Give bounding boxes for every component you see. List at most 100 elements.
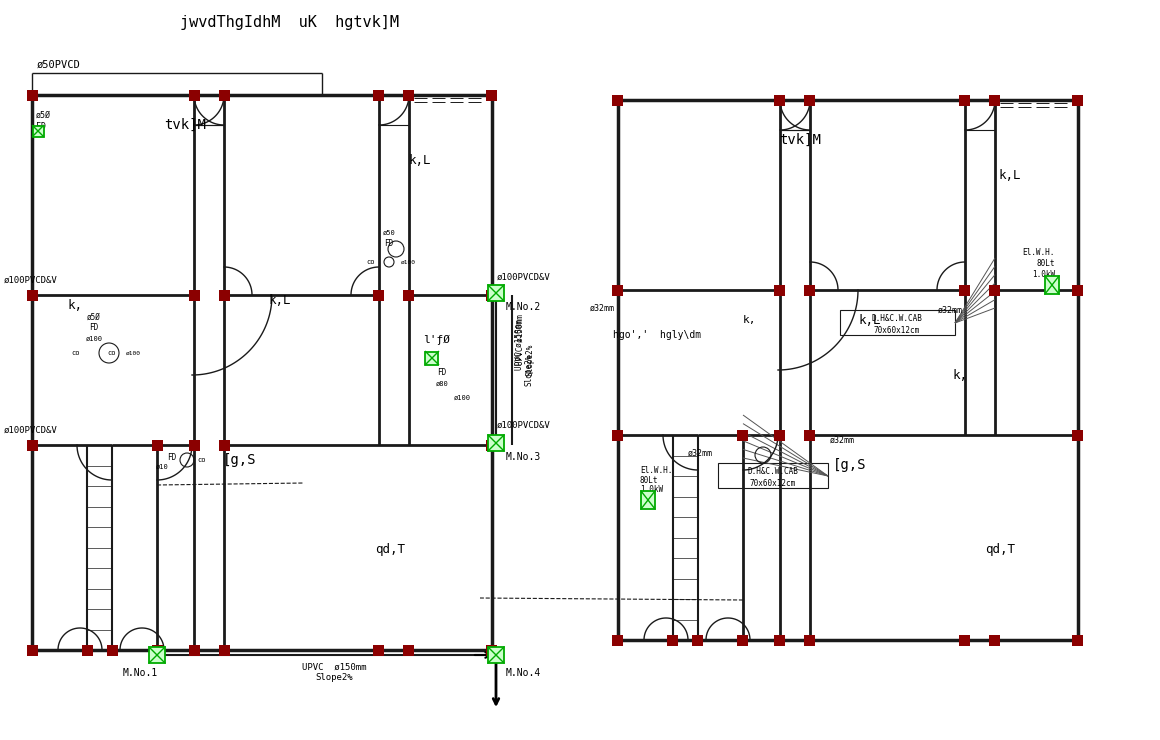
Text: ø32mm: ø32mm bbox=[937, 306, 963, 314]
Bar bbox=[989, 634, 1000, 645]
Text: ø100: ø100 bbox=[86, 336, 102, 342]
Bar bbox=[374, 645, 384, 656]
Bar bbox=[959, 634, 971, 645]
Bar bbox=[404, 645, 414, 656]
Text: [g,S: [g,S bbox=[833, 458, 867, 472]
Text: Slope2%: Slope2% bbox=[316, 673, 353, 682]
Bar bbox=[775, 634, 785, 645]
Bar bbox=[775, 429, 785, 440]
Text: 80Lt: 80Lt bbox=[640, 476, 659, 485]
Text: ø100: ø100 bbox=[126, 351, 142, 355]
Bar bbox=[738, 429, 748, 440]
Text: tvk]M: tvk]M bbox=[780, 133, 821, 147]
Bar bbox=[959, 284, 971, 295]
Text: M.No.4: M.No.4 bbox=[506, 668, 542, 678]
Bar bbox=[805, 429, 815, 440]
Bar bbox=[1073, 634, 1083, 645]
Bar bbox=[612, 284, 623, 295]
Text: k,L: k,L bbox=[858, 314, 882, 326]
Text: ø32mm: ø32mm bbox=[590, 303, 615, 312]
Text: M.No.1: M.No.1 bbox=[122, 668, 158, 678]
Text: hgo','  hgly\dm: hgo',' hgly\dm bbox=[612, 330, 701, 340]
Text: ø100PVCD&V: ø100PVCD&V bbox=[496, 272, 551, 281]
Text: qd,T: qd,T bbox=[985, 543, 1015, 556]
Bar bbox=[189, 440, 200, 451]
Bar bbox=[612, 95, 623, 106]
Text: l'ƒØ: l'ƒØ bbox=[423, 335, 450, 345]
Bar bbox=[27, 90, 37, 101]
Text: jwvdThgIdhM  uK  hgtvk]M: jwvdThgIdhM uK hgtvk]M bbox=[181, 15, 399, 30]
Text: ø80: ø80 bbox=[436, 381, 449, 387]
Bar bbox=[189, 90, 200, 101]
Text: k,: k, bbox=[952, 369, 967, 382]
Text: ø100: ø100 bbox=[401, 260, 416, 264]
Text: 1.0kW: 1.0kW bbox=[1032, 269, 1054, 278]
Text: M.No.3: M.No.3 bbox=[506, 452, 542, 462]
Bar bbox=[805, 634, 815, 645]
Bar bbox=[840, 310, 955, 335]
Text: UPVC  ø150mm: UPVC ø150mm bbox=[302, 662, 367, 671]
Text: ø100PVCD&V: ø100PVCD&V bbox=[496, 420, 551, 429]
Bar bbox=[775, 95, 785, 106]
Text: 1.0kW: 1.0kW bbox=[640, 485, 664, 494]
Bar bbox=[612, 429, 623, 440]
Bar bbox=[218, 289, 230, 300]
Bar bbox=[218, 440, 230, 451]
Text: co: co bbox=[72, 350, 80, 356]
Text: El.W.H.: El.W.H. bbox=[1023, 247, 1054, 257]
Bar bbox=[488, 435, 503, 451]
Bar bbox=[426, 352, 438, 365]
Bar bbox=[488, 285, 503, 301]
Bar bbox=[148, 647, 165, 663]
Bar bbox=[488, 647, 503, 663]
Text: co: co bbox=[197, 457, 206, 463]
Bar bbox=[775, 284, 785, 295]
Bar bbox=[486, 645, 498, 656]
Bar bbox=[486, 289, 498, 300]
Bar bbox=[189, 645, 200, 656]
Text: k,L: k,L bbox=[999, 169, 1021, 181]
Bar bbox=[27, 440, 37, 451]
Bar bbox=[959, 95, 971, 106]
Bar bbox=[612, 634, 623, 645]
Text: Slope2%: Slope2% bbox=[525, 354, 534, 386]
Bar bbox=[374, 90, 384, 101]
Text: k,L: k,L bbox=[408, 153, 432, 166]
Text: D.H&C.W.CAB: D.H&C.W.CAB bbox=[871, 314, 922, 323]
Text: El.W.H.: El.W.H. bbox=[640, 465, 673, 474]
Bar bbox=[738, 634, 748, 645]
Bar bbox=[218, 645, 230, 656]
Bar bbox=[667, 634, 679, 645]
Text: ø50PVCD: ø50PVCD bbox=[37, 60, 81, 70]
Bar bbox=[27, 645, 37, 656]
Text: 70x60x12cm: 70x60x12cm bbox=[873, 326, 920, 334]
Text: ø5Ø: ø5Ø bbox=[36, 110, 51, 119]
Bar bbox=[1073, 95, 1083, 106]
Text: FD: FD bbox=[167, 452, 176, 462]
Text: co: co bbox=[367, 259, 375, 265]
Text: ø100: ø100 bbox=[454, 395, 471, 401]
Bar bbox=[718, 463, 828, 488]
Text: FD: FD bbox=[89, 323, 99, 332]
Bar bbox=[1073, 429, 1083, 440]
Text: ø10: ø10 bbox=[155, 464, 168, 470]
Bar bbox=[374, 289, 384, 300]
Text: FD: FD bbox=[437, 368, 447, 377]
Bar bbox=[486, 90, 498, 101]
Bar bbox=[81, 645, 93, 656]
Bar bbox=[27, 289, 37, 300]
Bar bbox=[152, 645, 162, 656]
Bar bbox=[693, 634, 703, 645]
Text: UPVC ø150mm: UPVC ø150mm bbox=[516, 314, 525, 366]
Text: qd,T: qd,T bbox=[375, 543, 405, 556]
Bar bbox=[107, 645, 117, 656]
Text: 70x60x12cm: 70x60x12cm bbox=[749, 479, 796, 488]
Bar bbox=[218, 90, 230, 101]
Bar bbox=[404, 90, 414, 101]
Text: UPVC ø150mm: UPVC ø150mm bbox=[515, 320, 524, 371]
Text: ø5Ø: ø5Ø bbox=[87, 312, 101, 321]
Text: [g,S: [g,S bbox=[223, 453, 256, 467]
Bar bbox=[989, 284, 1000, 295]
Text: ø100PVCD&V: ø100PVCD&V bbox=[3, 275, 58, 284]
Text: 80Lt: 80Lt bbox=[1037, 258, 1054, 267]
